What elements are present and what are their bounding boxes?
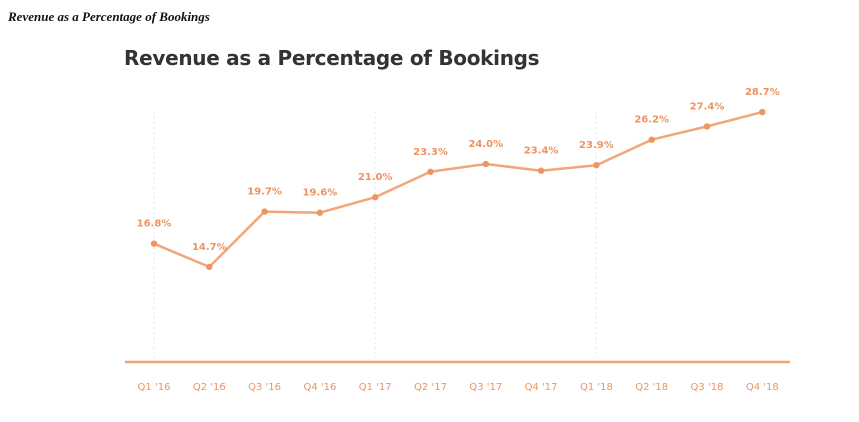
x-tick-label-12: Q4 '18 <box>746 382 779 393</box>
data-label-4: 19.6% <box>303 188 338 199</box>
data-point-11 <box>703 123 711 130</box>
data-point-4 <box>316 209 324 216</box>
data-point-7 <box>482 160 489 168</box>
data-point-2 <box>206 263 213 271</box>
x-tick-label-1: Q1 '16 <box>138 382 171 393</box>
x-tick-label-4: Q4 '16 <box>303 382 336 393</box>
data-label-6: 23.3% <box>413 147 448 158</box>
data-label-2: 14.7% <box>192 242 227 253</box>
data-label-12: 28.7% <box>745 87 780 98</box>
data-label-10: 26.2% <box>634 115 669 126</box>
series-line <box>152 110 764 269</box>
chart-title: Revenue as a Percentage of Bookings <box>124 46 540 70</box>
marker-layer <box>150 108 766 271</box>
x-tick-label-10: Q2 '18 <box>635 382 668 393</box>
x-tick-label-8: Q4 '17 <box>525 382 558 393</box>
data-point-8 <box>537 167 545 174</box>
page-caption: Revenue as a Percentage of Bookings <box>8 9 210 24</box>
data-label-1: 16.8% <box>137 219 172 230</box>
data-point-10 <box>648 136 655 143</box>
data-point-5 <box>372 194 379 201</box>
data-point-9 <box>593 161 600 169</box>
data-label-5: 21.0% <box>358 172 393 183</box>
data-point-6 <box>427 168 434 175</box>
x-tick-label-11: Q3 '18 <box>691 382 724 393</box>
label-layer: 16.8% 14.7% 19.7% 19.6% 21.0% 23.3% 24.0% 23.4%… <box>137 87 780 253</box>
x-tick-label-9: Q1 '18 <box>580 382 613 393</box>
data-label-8: 23.4% <box>524 146 559 157</box>
x-tick-label-3: Q3 '16 <box>248 382 281 393</box>
line-layer <box>152 110 764 269</box>
data-point-1 <box>150 240 158 247</box>
x-tick-label-7: Q3 '17 <box>469 382 502 393</box>
data-point-3 <box>261 208 268 215</box>
data-point-12 <box>759 108 766 116</box>
x-tick-label-5: Q1 '17 <box>359 382 392 393</box>
data-label-3: 19.7% <box>247 187 282 198</box>
data-label-11: 27.4% <box>690 101 725 112</box>
data-label-9: 23.9% <box>579 140 614 151</box>
data-label-7: 24.0% <box>468 139 503 150</box>
grid-layer <box>153 112 597 358</box>
x-tick-label-2: Q2 '16 <box>193 382 226 393</box>
x-tick-label-6: Q2 '17 <box>414 382 447 393</box>
tick-layer: Q1 '16 Q2 '16 Q3 '16 Q4 '16 Q1 '17 Q2 '17 Q3 '… <box>138 382 779 393</box>
